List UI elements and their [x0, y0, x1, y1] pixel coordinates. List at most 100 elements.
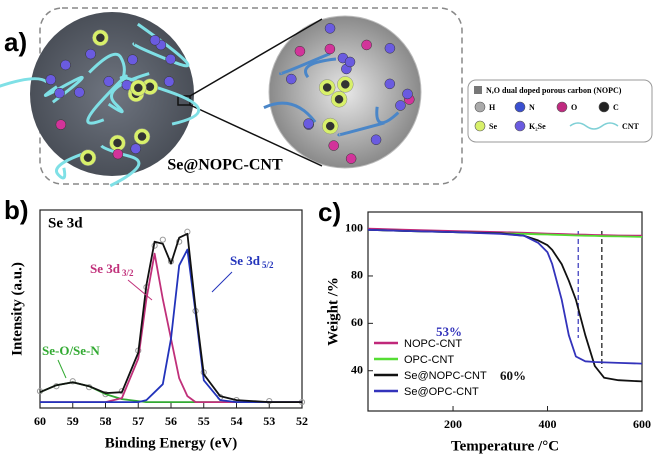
series-line — [367, 227, 643, 237]
c-atom — [83, 153, 93, 162]
k2se-atom — [54, 87, 65, 99]
x-axis-title: Binding Energy (eV) — [105, 435, 238, 451]
y-tick-label: 40 — [351, 362, 363, 376]
k2se-atom — [324, 23, 336, 34]
schematic-label: Se@NOPC-CNT — [167, 157, 283, 174]
y-axis-title: Weight /% — [325, 277, 341, 346]
data-point — [159, 236, 166, 243]
k2se-atom — [402, 88, 413, 100]
cnt-fiber — [0, 77, 48, 88]
x-axis-title: Temperature /°C — [451, 438, 559, 454]
cnt-fiber — [263, 101, 317, 123]
legend-label: C — [613, 103, 619, 112]
annotation-text: Se-O/Se-N — [42, 343, 100, 358]
plot-frame — [367, 211, 643, 412]
cnt-fiber — [337, 121, 385, 137]
c-atom — [341, 80, 350, 89]
k2se-atom — [130, 143, 141, 154]
cnt-fiber — [55, 151, 87, 180]
schematic — [0, 12, 422, 188]
o-atom — [328, 140, 339, 151]
annotation-subscript: 5/2 — [262, 260, 274, 270]
k2se-atom — [384, 78, 396, 90]
x-tick-label: 52 — [296, 414, 308, 428]
c-atom — [334, 95, 344, 104]
x-tick-label: 55 — [198, 414, 210, 428]
series-line — [39, 381, 302, 403]
k2se-atom — [127, 54, 138, 65]
legend-label: N — [529, 103, 535, 112]
cnt-fiber — [132, 22, 190, 68]
cnt-fiber — [43, 75, 84, 104]
annotation-text: Se 3d — [90, 261, 121, 276]
x-tick-label: 57 — [132, 414, 144, 428]
c-atom — [145, 82, 155, 92]
k2se-atom — [45, 74, 57, 85]
y-tick-label: 80 — [351, 268, 363, 282]
k2se-atom — [163, 76, 175, 87]
cnt-fiber — [86, 74, 128, 125]
c-atom — [113, 138, 122, 148]
cnt-fiber — [279, 52, 331, 76]
o-atom — [294, 45, 306, 57]
annotation-arrow — [211, 271, 233, 293]
o-atom — [324, 43, 336, 55]
cnt-fiber — [304, 57, 337, 79]
plot-frame — [39, 209, 303, 409]
series-line — [40, 248, 302, 403]
k2se-atom — [370, 134, 382, 145]
legend-swatch — [556, 101, 568, 113]
legend-label: CNT — [622, 122, 640, 131]
k2se-atom — [303, 118, 314, 129]
y-axis-title: Intensity (a.u.) — [9, 262, 25, 356]
legend-label: H — [489, 103, 496, 112]
legend-label: Se — [489, 122, 497, 131]
series-line — [367, 228, 643, 365]
k2se-atom — [165, 53, 176, 65]
c-atom — [134, 83, 143, 93]
o-atom — [345, 153, 357, 164]
c-atom — [96, 33, 105, 43]
legend-swatch — [474, 120, 486, 132]
y-tick-label: 60 — [351, 315, 363, 329]
panel-label: c) — [318, 197, 341, 227]
x-tick-label: 58 — [100, 414, 112, 428]
x-tick-label: 60 — [34, 414, 46, 428]
o-atom — [112, 148, 124, 160]
x-tick-label: 53 — [263, 414, 275, 428]
k2se-atom — [384, 43, 396, 54]
annotation-text: 60% — [500, 368, 526, 383]
o-atom — [361, 39, 372, 51]
k2se-atom — [395, 100, 406, 111]
annotation: 60% — [500, 368, 526, 383]
annotation-text: Se 3d — [230, 253, 261, 268]
legend-title: N,O dual doped porous carbon (NOPC) — [486, 86, 622, 95]
c-atom — [322, 83, 332, 92]
x-tick-label: 59 — [67, 414, 79, 428]
x-tick-label: 54 — [231, 414, 243, 428]
legend-label: O — [571, 103, 577, 112]
legend-label: K₂Se — [529, 122, 546, 131]
x-tick-label: 600 — [633, 417, 651, 431]
annotation-arrow — [57, 359, 67, 379]
c-atom — [325, 121, 335, 131]
legend-swatch — [569, 122, 619, 130]
chart-title: Se 3d — [48, 215, 83, 231]
data-point — [69, 378, 76, 385]
annotation-arrow — [127, 279, 153, 301]
k2se-atom — [103, 76, 114, 87]
legend-swatch — [514, 101, 526, 113]
legend-swatch — [474, 101, 486, 113]
o-atom — [55, 119, 67, 130]
panel-label: a) — [4, 27, 27, 57]
k2se-atom — [74, 87, 85, 98]
annotation: 53% — [436, 324, 462, 339]
legend-swatch — [514, 120, 526, 132]
cnt-fiber — [100, 144, 141, 188]
legend-label: NOPC-CNT — [404, 338, 462, 350]
y-tick-label: 100 — [345, 220, 363, 234]
c-atom — [137, 132, 147, 141]
x-tick-label: 400 — [539, 417, 557, 431]
